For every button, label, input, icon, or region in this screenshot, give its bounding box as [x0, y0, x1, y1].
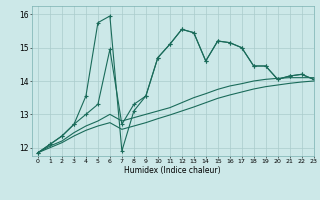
X-axis label: Humidex (Indice chaleur): Humidex (Indice chaleur) — [124, 166, 221, 175]
